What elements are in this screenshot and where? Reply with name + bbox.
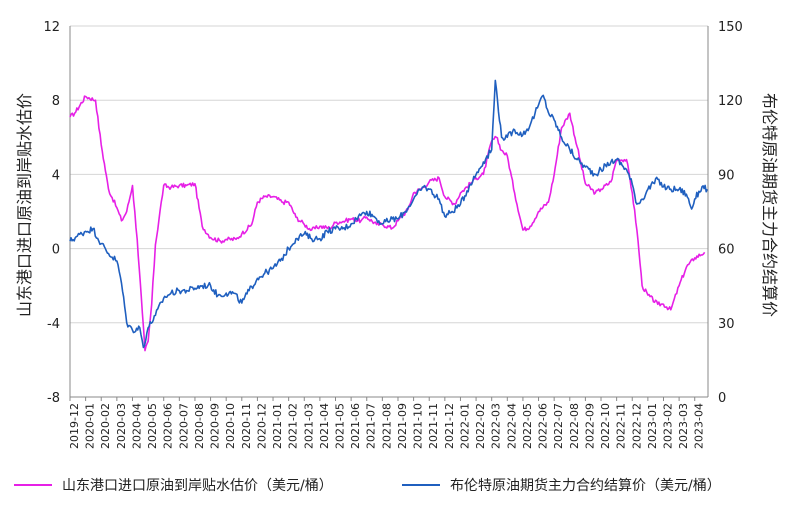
left-y-ticks: -8 -4 0 4 8 12 [43, 20, 60, 406]
x-tick-label: 2021-11 [427, 403, 440, 449]
x-tick-label: 2021-08 [380, 403, 393, 449]
x-tick-label: 2020-05 [146, 403, 159, 449]
x-tick-label: 2021-10 [412, 403, 425, 449]
x-tick-label: 2020-04 [130, 403, 143, 449]
x-tick-label: 2021-04 [318, 403, 331, 449]
x-tick-label: 2022-01 [458, 403, 471, 449]
x-tick-label: 2020-10 [224, 403, 237, 449]
x-tick-label: 2022-04 [505, 403, 518, 449]
x-tick-label: 2020-03 [115, 403, 128, 449]
x-tick-label: 2021-05 [334, 403, 347, 449]
left-y-tick-label: 0 [52, 243, 60, 258]
x-tick-label: 2023-02 [661, 403, 674, 449]
right-y-tick-label: 60 [718, 243, 735, 258]
left-y-tick-label: -4 [47, 317, 60, 332]
x-tick-label: 2021-02 [287, 403, 300, 449]
gridlines [70, 25, 708, 398]
x-tick-label: 2020-02 [99, 403, 112, 449]
left-y-tick-label: -8 [47, 391, 60, 406]
right-y-tick-label: 0 [718, 391, 726, 406]
x-tick-label: 2022-03 [490, 403, 503, 449]
x-tick-label: 2022-12 [630, 403, 643, 449]
right-axis-title: 布伦特原油期货主力合约结算价 [760, 93, 779, 317]
x-tick-label: 2023-04 [693, 403, 706, 449]
left-y-tick-label: 12 [43, 20, 60, 35]
series-line-2 [69, 79, 708, 349]
right-y-ticks: 0 30 60 90 120 150 [718, 20, 743, 406]
x-tick-label: 2020-07 [177, 403, 190, 449]
x-tick-label: 2023-01 [646, 403, 659, 449]
x-tick-label: 2022-02 [474, 403, 487, 449]
x-tick-label: 2020-12 [255, 403, 268, 449]
x-tick-label: 2022-11 [615, 403, 628, 449]
legend-label-series-1: 山东港口进口原油到岸贴水估价（美元/桶） [62, 478, 333, 494]
x-tick-label: 2020-06 [162, 403, 175, 449]
right-y-tick-label: 30 [718, 317, 735, 332]
x-tick-label: 2022-08 [568, 403, 581, 449]
legend: 山东港口进口原油到岸贴水估价（美元/桶） 布伦特原油期货主力合约结算价（美元/桶… [14, 477, 721, 494]
legend-label-series-2: 布伦特原油期货主力合约结算价（美元/桶） [450, 477, 721, 494]
x-tick-label: 2022-05 [521, 403, 534, 449]
left-axis-title: 山东港口进口原油到岸贴水估价 [15, 93, 34, 317]
x-tick-label: 2021-07 [365, 403, 378, 449]
x-tick-label: 2020-11 [240, 403, 253, 449]
x-tick-label: 2022-07 [552, 403, 565, 449]
x-tick-label: 2020-08 [193, 403, 206, 449]
x-tick-label: 2021-01 [271, 403, 284, 449]
series-lines [69, 79, 708, 352]
right-y-tick-label: 90 [718, 168, 735, 183]
x-tick-label: 2021-03 [302, 403, 315, 449]
x-tick-label: 2021-06 [349, 403, 362, 449]
x-tick-label: 2020-01 [84, 403, 97, 449]
x-tick-label: 2021-12 [443, 403, 456, 449]
x-tick-label: 2022-09 [583, 403, 596, 449]
x-tick-label: 2022-10 [599, 403, 612, 449]
left-y-tick-label: 8 [52, 94, 60, 109]
x-tick-label: 2023-03 [677, 403, 690, 449]
x-axis-ticks: 2019-12 2020-01 2020-02 2020-03 2020-04 2020-… [68, 397, 706, 449]
series-line-1 [69, 95, 706, 352]
x-tick-label: 2021-09 [396, 403, 409, 449]
x-tick-label: 2022-06 [537, 403, 550, 449]
x-tick-label: 2019-12 [68, 403, 81, 449]
right-y-tick-label: 120 [718, 94, 743, 109]
right-y-tick-label: 150 [718, 20, 743, 35]
x-tick-label: 2020-09 [209, 403, 222, 449]
axes [69, 26, 709, 398]
left-y-tick-label: 4 [52, 168, 60, 183]
